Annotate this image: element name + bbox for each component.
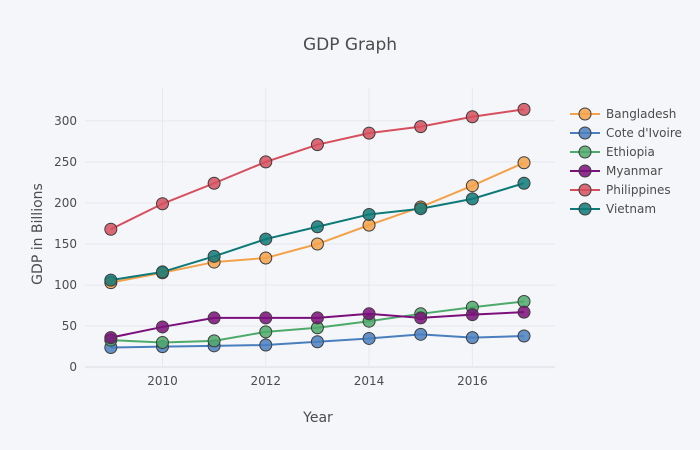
x-tick-label: 2016	[457, 374, 488, 388]
data-point[interactable]	[104, 222, 118, 236]
x-tick-label: 2010	[147, 374, 178, 388]
legend-item[interactable]: Cote d'Ivoire	[570, 126, 682, 140]
legend-label: Bangladesh	[606, 107, 676, 121]
legend-label: Ethiopia	[606, 145, 655, 159]
data-point[interactable]	[259, 251, 273, 265]
data-point[interactable]	[465, 110, 479, 124]
y-tick-label: 100	[54, 278, 77, 292]
data-point[interactable]	[207, 176, 221, 190]
data-point[interactable]	[517, 102, 531, 116]
data-point[interactable]	[465, 331, 479, 345]
axis-layer: 2010 2012 2014 2016 0 50 100 150 200 250 300	[54, 114, 488, 388]
legend-item[interactable]: Ethiopia	[570, 145, 655, 159]
y-tick-label: 150	[54, 237, 77, 251]
data-point[interactable]	[414, 120, 428, 134]
data-point[interactable]	[362, 126, 376, 140]
data-point[interactable]	[155, 265, 169, 279]
data-point[interactable]	[310, 311, 324, 325]
data-point[interactable]	[155, 336, 169, 350]
data-point[interactable]	[259, 325, 273, 339]
data-point[interactable]	[465, 308, 479, 322]
chart-title: GDP Graph	[303, 35, 397, 55]
x-tick-label: 2012	[250, 374, 281, 388]
y-tick-label: 300	[54, 114, 77, 128]
legend-label: Vietnam	[606, 202, 656, 216]
legend-label: Cote d'Ivoire	[606, 126, 682, 140]
data-point[interactable]	[517, 305, 531, 319]
data-point[interactable]	[465, 192, 479, 206]
data-point[interactable]	[259, 338, 273, 352]
data-point[interactable]	[362, 207, 376, 221]
y-tick-label: 0	[69, 360, 77, 374]
data-point[interactable]	[414, 311, 428, 325]
legend-marker	[578, 183, 592, 197]
legend-label: Myanmar	[606, 164, 662, 178]
legend-marker	[578, 126, 592, 140]
series-layer	[104, 102, 531, 354]
data-point[interactable]	[362, 331, 376, 345]
data-point[interactable]	[259, 311, 273, 325]
legend: Bangladesh Cote d'Ivoire Ethiopia Myanmar Ph…	[570, 107, 682, 216]
data-point[interactable]	[465, 179, 479, 193]
data-point[interactable]	[207, 334, 221, 348]
legend-label: Philippines	[606, 183, 671, 197]
data-point[interactable]	[414, 327, 428, 341]
legend-item[interactable]: Bangladesh	[570, 107, 676, 121]
legend-item[interactable]: Myanmar	[570, 164, 662, 178]
data-point[interactable]	[517, 329, 531, 343]
data-point[interactable]	[414, 202, 428, 216]
y-tick-label: 250	[54, 155, 77, 169]
legend-item[interactable]: Philippines	[570, 183, 671, 197]
legend-marker	[578, 164, 592, 178]
x-axis-title: Year	[302, 410, 333, 426]
data-point[interactable]	[310, 220, 324, 234]
data-point[interactable]	[362, 307, 376, 321]
data-point[interactable]	[207, 249, 221, 263]
legend-marker	[578, 107, 592, 121]
data-point[interactable]	[155, 197, 169, 211]
legend-item[interactable]: Vietnam	[570, 202, 656, 216]
data-point[interactable]	[310, 237, 324, 251]
data-point[interactable]	[310, 335, 324, 349]
y-tick-label: 50	[62, 319, 77, 333]
data-point[interactable]	[517, 156, 531, 170]
x-tick-label: 2014	[354, 374, 385, 388]
data-point[interactable]	[104, 273, 118, 287]
data-point[interactable]	[259, 232, 273, 246]
data-point[interactable]	[155, 320, 169, 334]
data-point[interactable]	[310, 138, 324, 152]
data-point[interactable]	[517, 176, 531, 190]
data-point[interactable]	[104, 331, 118, 345]
series-line	[110, 108, 525, 231]
data-point[interactable]	[207, 311, 221, 325]
y-axis-title: GDP in Billions	[30, 183, 46, 285]
legend-marker	[578, 145, 592, 159]
data-point[interactable]	[259, 155, 273, 169]
y-tick-label: 200	[54, 196, 77, 210]
legend-marker	[578, 202, 592, 216]
